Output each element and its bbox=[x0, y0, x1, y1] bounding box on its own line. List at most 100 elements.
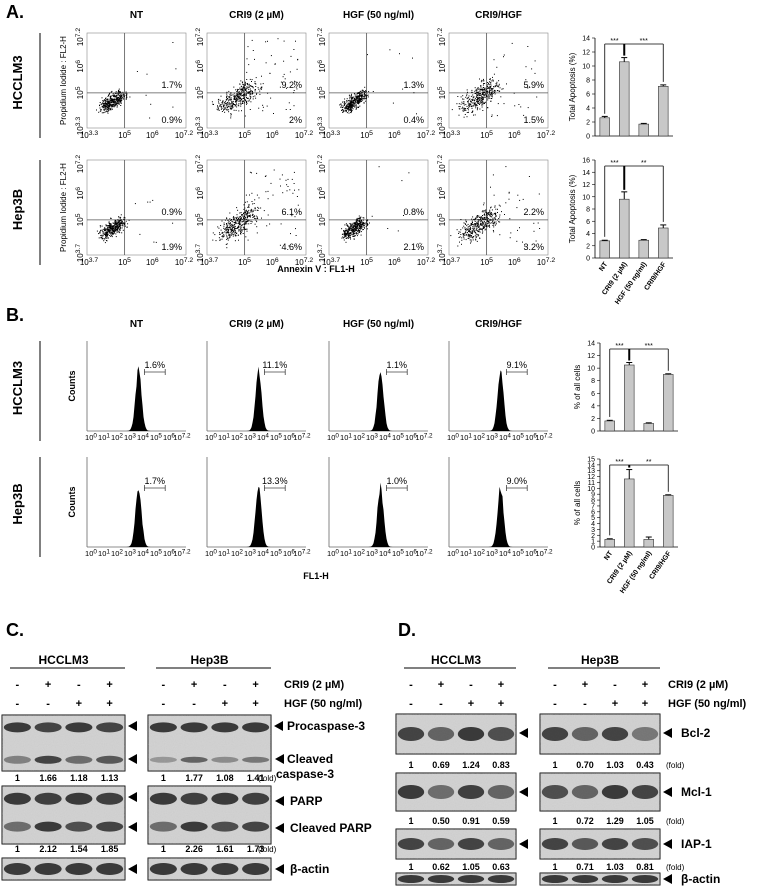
event-dot bbox=[490, 89, 492, 91]
gate-percent: 13.3% bbox=[262, 476, 288, 486]
event-dot bbox=[235, 228, 237, 230]
event-dot bbox=[490, 219, 492, 221]
event-dot bbox=[230, 105, 232, 107]
event-dot bbox=[490, 213, 492, 215]
event-dot bbox=[96, 109, 97, 111]
event-dot bbox=[235, 95, 237, 97]
event-dot bbox=[483, 220, 485, 222]
plot-frame bbox=[86, 159, 187, 256]
event-dot bbox=[113, 225, 115, 227]
x-tick-label: 106 bbox=[266, 130, 279, 140]
event-dot bbox=[248, 83, 250, 85]
y-tick-label: 103.3 bbox=[317, 117, 327, 136]
protein-band bbox=[427, 875, 455, 883]
event-dot bbox=[497, 90, 499, 92]
event-dot bbox=[265, 175, 267, 177]
event-dot bbox=[350, 225, 352, 227]
event-dot bbox=[260, 88, 262, 90]
event-dot bbox=[112, 96, 114, 98]
bar bbox=[643, 539, 654, 548]
event-dot bbox=[236, 218, 237, 220]
event-dot bbox=[488, 84, 490, 86]
y-tick-label: 8 bbox=[591, 498, 595, 505]
event-dot bbox=[472, 98, 474, 100]
event-dot bbox=[240, 225, 242, 226]
event-dot bbox=[240, 217, 242, 219]
event-dot bbox=[466, 221, 467, 223]
event-dot bbox=[347, 105, 349, 107]
event-dot bbox=[355, 102, 357, 104]
event-dot bbox=[346, 234, 347, 235]
event-dot bbox=[470, 103, 472, 105]
event-dot bbox=[349, 102, 351, 104]
event-dot bbox=[479, 98, 481, 100]
event-dot bbox=[346, 98, 348, 100]
blot-label: Cleaved PARP bbox=[290, 821, 372, 835]
event-dot bbox=[483, 227, 485, 229]
y-tick-label: 0 bbox=[586, 134, 590, 141]
event-dot bbox=[534, 72, 536, 74]
event-dot bbox=[241, 88, 243, 90]
event-dot bbox=[147, 201, 149, 203]
event-dot bbox=[496, 83, 498, 85]
event-dot bbox=[347, 234, 349, 236]
x-tick-label: 107.2 bbox=[415, 432, 433, 442]
event-dot bbox=[473, 104, 475, 106]
event-dot bbox=[480, 94, 482, 96]
event-dot bbox=[252, 209, 254, 211]
gate-percent: 9.0% bbox=[507, 476, 528, 486]
event-dot bbox=[522, 198, 524, 200]
event-dot bbox=[483, 94, 485, 96]
event-dot bbox=[473, 218, 475, 220]
protein-band bbox=[541, 785, 569, 799]
event-dot bbox=[239, 92, 241, 94]
protein-band bbox=[457, 727, 485, 741]
event-dot bbox=[479, 95, 481, 97]
event-dot bbox=[224, 228, 226, 230]
event-dot bbox=[122, 93, 124, 95]
event-dot bbox=[473, 96, 475, 98]
event-dot bbox=[96, 230, 98, 232]
event-dot bbox=[241, 218, 243, 220]
event-dot bbox=[472, 231, 474, 233]
event-dot bbox=[115, 91, 117, 93]
event-dot bbox=[230, 115, 232, 117]
event-dot bbox=[108, 237, 109, 239]
event-dot bbox=[246, 86, 248, 88]
event-dot bbox=[356, 100, 358, 102]
event-dot bbox=[118, 103, 120, 105]
event-dot bbox=[229, 94, 231, 96]
event-dot bbox=[363, 98, 365, 100]
event-dot bbox=[362, 222, 364, 224]
event-dot bbox=[249, 93, 251, 95]
event-dot bbox=[238, 93, 240, 95]
event-dot bbox=[261, 88, 262, 90]
event-dot bbox=[111, 228, 113, 230]
event-dot bbox=[115, 230, 117, 232]
event-dot bbox=[344, 109, 346, 111]
event-dot bbox=[354, 99, 355, 101]
event-dot bbox=[228, 106, 230, 108]
event-dot bbox=[246, 230, 248, 232]
event-dot bbox=[495, 224, 496, 226]
event-dot bbox=[355, 225, 357, 227]
event-dot bbox=[350, 232, 352, 234]
event-dot bbox=[239, 95, 241, 96]
event-dot bbox=[233, 98, 235, 100]
y-tick-label: 12 bbox=[582, 50, 590, 57]
event-dot bbox=[238, 239, 239, 241]
fold-value: 1 bbox=[552, 816, 557, 826]
event-dot bbox=[484, 213, 486, 215]
event-dot bbox=[119, 232, 121, 234]
event-dot bbox=[363, 226, 365, 228]
event-dot bbox=[467, 97, 469, 99]
arrow-marker bbox=[275, 864, 284, 874]
event-dot bbox=[280, 185, 281, 187]
event-dot bbox=[348, 236, 350, 238]
event-dot bbox=[217, 107, 219, 109]
event-dot bbox=[349, 109, 351, 111]
x-tick-label: 103 bbox=[124, 548, 136, 558]
event-dot bbox=[362, 89, 364, 91]
event-dot bbox=[120, 91, 122, 93]
